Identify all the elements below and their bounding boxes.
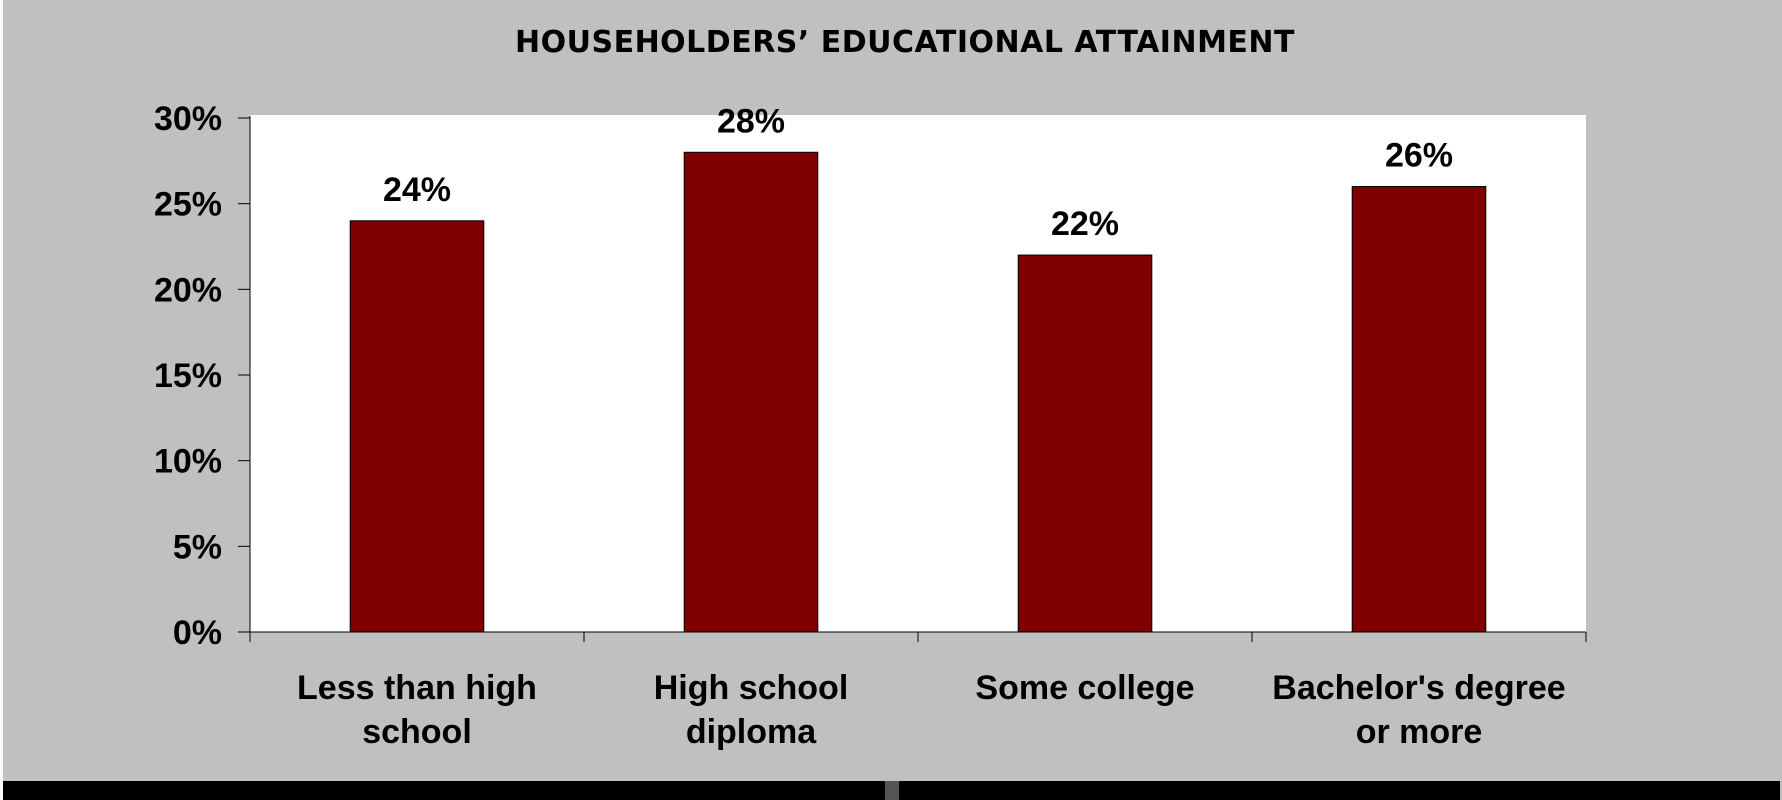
bottom-border [3,781,1782,800]
x-category-label-line: Some college [975,669,1194,707]
bar [1351,186,1487,633]
bottom-border-gap [885,781,899,800]
x-category-label-line: Bachelor's degree [1272,669,1565,707]
bottom-border-end [1780,781,1782,800]
bar [1017,254,1153,633]
x-category-label: Bachelor's degree or more [1272,669,1565,751]
y-tick-label: 10% [154,443,222,481]
bar [683,151,819,633]
bar-value-label: 24% [383,171,451,209]
x-category-label-line: or more [1356,713,1483,751]
x-category-label: High school diploma [654,669,849,751]
x-category-label-line: school [362,713,472,751]
bar [349,220,485,633]
x-category-label-line: diploma [686,713,817,751]
bar-value-label: 22% [1051,205,1119,243]
y-tick-label: 30% [154,100,222,138]
y-tick-label: 5% [173,528,222,566]
x-category-label-line: Less than high [297,669,537,707]
y-tick-label: 25% [154,186,222,224]
y-tick-label: 0% [173,614,222,652]
y-tick-label: 20% [154,271,222,309]
y-tick-label: 15% [154,357,222,395]
x-category-label-line: High school [654,669,849,707]
bar-value-label: 28% [717,102,785,140]
chart-title: HOUSEHOLDERS’ EDUCATIONAL ATTAINMENT [515,25,1295,60]
x-category-label: Less than high school [297,669,537,751]
x-category-label: Some college [975,669,1194,707]
bar-value-label: 26% [1385,137,1453,175]
